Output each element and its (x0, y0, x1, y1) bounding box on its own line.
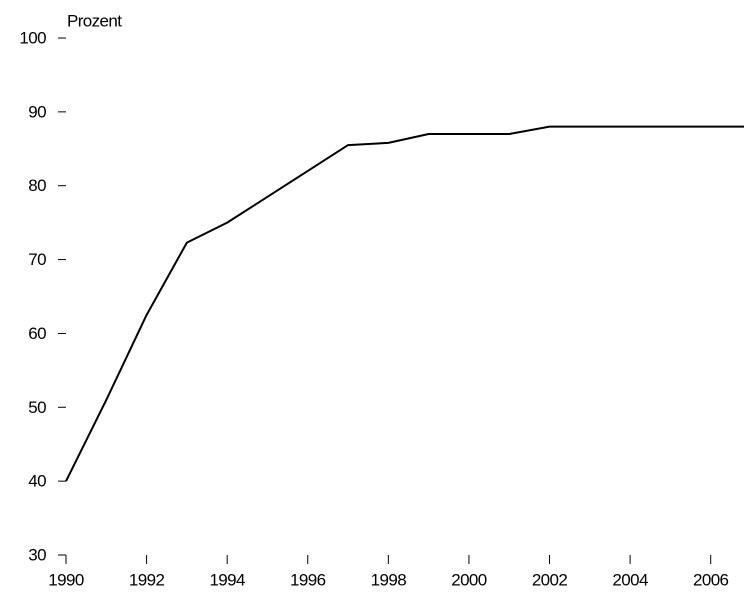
y-axis-label: Prozent (67, 11, 122, 30)
y-tick-label: 90 (28, 102, 46, 121)
x-tick-label: 2006 (693, 570, 729, 589)
x-tick-label: 2000 (451, 570, 487, 589)
y-tick-label: 100 (19, 28, 46, 47)
y-tick-label: 30 (28, 545, 46, 564)
x-tick-label: 1990 (48, 570, 84, 589)
x-tick-label: 1998 (371, 570, 407, 589)
data-line (65, 125, 744, 482)
y-tick-label: 70 (28, 250, 46, 269)
y-tick-label: 50 (28, 398, 46, 417)
y-tick-label: 80 (28, 176, 46, 195)
x-tick-label: 2004 (612, 570, 648, 589)
x-tick-label: 1992 (129, 570, 165, 589)
x-tick-label: 1996 (290, 570, 326, 589)
y-tick-label: 60 (28, 324, 46, 343)
x-tick-label: 1994 (209, 570, 245, 589)
x-tick-label: 2002 (532, 570, 568, 589)
y-tick-label: 40 (28, 472, 46, 491)
